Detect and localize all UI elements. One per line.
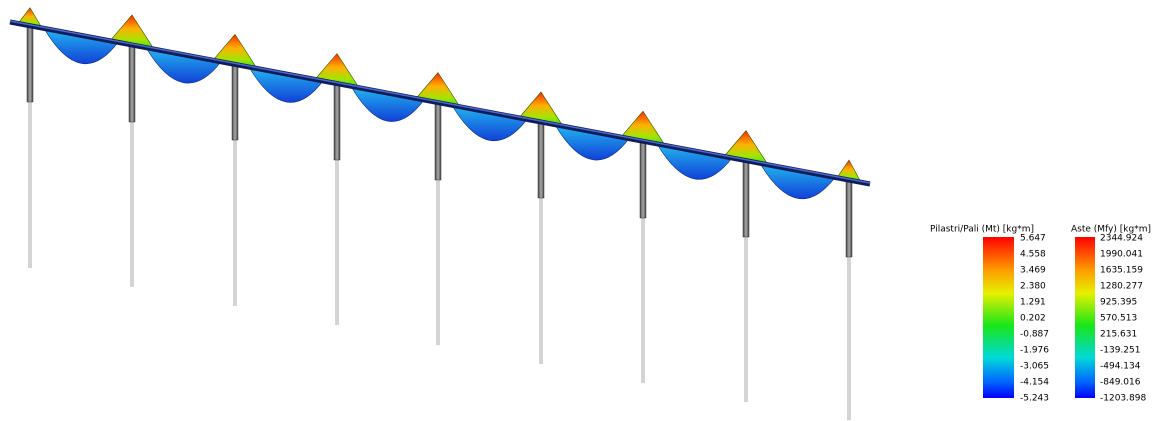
legend-label: 0.202 bbox=[1020, 314, 1046, 324]
column bbox=[334, 84, 340, 160]
structure bbox=[10, 8, 870, 420]
legend-label: -494.134 bbox=[1100, 362, 1141, 372]
column bbox=[640, 141, 646, 218]
legend-label: 2.380 bbox=[1020, 282, 1046, 292]
legend-label: 1.291 bbox=[1020, 298, 1046, 308]
legend-label: 4.558 bbox=[1020, 250, 1046, 260]
legend-label: 925.395 bbox=[1100, 298, 1137, 308]
model-view: Pilastri/Pali (Mt) [kg*m] 5.647 4.558 3.46… bbox=[0, 0, 1173, 421]
legend-label: 5.647 bbox=[1020, 234, 1046, 244]
legend-label: -849.016 bbox=[1100, 378, 1141, 388]
legend-label: -4.154 bbox=[1020, 378, 1049, 388]
legend-label: -5.243 bbox=[1020, 394, 1049, 404]
legend-label: -1203.898 bbox=[1100, 394, 1146, 404]
legend-title: Pilastri/Pali (Mt) [kg*m] bbox=[930, 225, 1034, 235]
legend-label: 1990.041 bbox=[1100, 250, 1143, 260]
legend-label: 1280.277 bbox=[1100, 282, 1143, 292]
legend-label: 2344.924 bbox=[1100, 234, 1143, 244]
column bbox=[538, 122, 544, 198]
column bbox=[846, 180, 852, 257]
color-scale bbox=[983, 237, 1014, 398]
color-scale bbox=[1075, 237, 1095, 398]
legend-members: Aste (Mfy) [kg*m] 2344.9241990.0411635.1… bbox=[1071, 225, 1151, 404]
column bbox=[743, 161, 749, 237]
legend-label: 215.631 bbox=[1100, 330, 1137, 340]
column bbox=[129, 45, 135, 122]
legend-label: -1.976 bbox=[1020, 346, 1049, 356]
legend-columns: Pilastri/Pali (Mt) [kg*m] 5.647 4.558 3.46… bbox=[930, 225, 1049, 404]
legend-label: -3.065 bbox=[1020, 362, 1049, 372]
legend-label: -139.251 bbox=[1100, 346, 1140, 356]
column bbox=[232, 64, 238, 140]
legend-label: -0.887 bbox=[1020, 330, 1049, 340]
legend-label: 570.513 bbox=[1100, 314, 1137, 324]
column bbox=[27, 26, 33, 102]
column bbox=[435, 103, 441, 180]
legend-label: 1635.159 bbox=[1100, 266, 1143, 276]
legend-label: 3.469 bbox=[1020, 266, 1046, 276]
